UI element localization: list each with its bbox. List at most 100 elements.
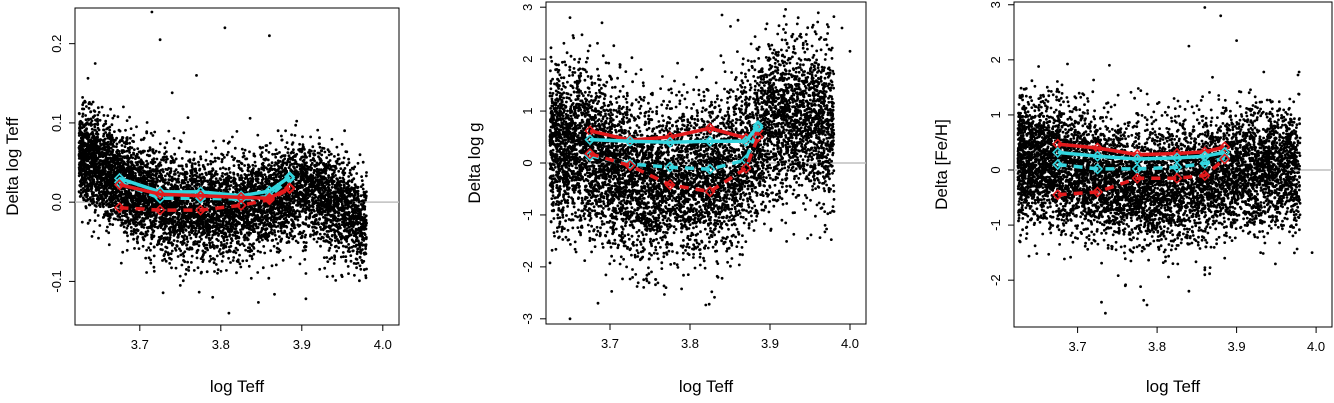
scatter-point [294,239,298,243]
scatter-point [342,183,346,187]
scatter-point [258,222,262,226]
scatter-point [122,192,126,196]
scatter-point [133,247,136,250]
scatter-point [273,233,277,237]
scatter-point [94,118,97,122]
scatter-point [90,127,94,131]
scatter-point [318,136,321,140]
scatter-point [182,131,186,135]
scatter-point [225,153,229,157]
scatter-point [323,232,326,236]
scatter-point [289,227,293,231]
scatter-point [278,175,282,178]
scatter-point [336,206,340,210]
scatter-point [162,170,165,174]
scatter-point [259,153,263,157]
scatter-point [250,257,254,261]
scatter-point [209,257,213,261]
scatter-point [360,179,364,183]
scatter-point [261,238,264,242]
scatter-point [230,155,234,159]
scatter-point [349,254,353,257]
scatter-point [182,254,186,258]
scatter-point [136,160,140,164]
scatter-point [83,193,87,197]
scatter-point [339,255,343,259]
scatter-point [182,238,186,242]
scatter-point [343,129,346,133]
scatter-point [199,157,203,161]
scatter-point [360,175,363,179]
scatter-point [304,241,308,245]
scatter-point [182,259,185,262]
scatter-point [312,233,315,237]
scatter-point [229,244,233,248]
scatter-point [215,254,219,258]
scatter-point [324,213,327,217]
scatter-point [211,167,215,171]
scatter-point [256,237,260,241]
scatter-point [181,279,185,283]
scatter-point [329,243,333,247]
scatter-point [238,262,242,266]
scatter-point [232,256,236,259]
scatter-point [353,183,357,187]
scatter-point [122,231,126,234]
scatter-point [347,243,350,246]
scatter-point [294,210,297,214]
scatter-point [105,133,109,137]
scatter-point [118,212,122,216]
scatter-point [273,292,276,296]
scatter-point [304,233,307,237]
scatter-point [325,156,329,160]
scatter-point [284,216,288,220]
scatter-point [174,248,178,252]
scatter-point [119,261,123,265]
scatter-point [216,271,219,275]
scatter-point [359,203,363,206]
scatter-point [214,177,218,181]
scatter-point [262,207,266,210]
scatter-point [200,232,204,236]
scatter-point [355,266,358,270]
scatter-point [146,162,150,166]
scatter-point [181,252,185,256]
scatter-point [145,248,149,252]
scatter-point [124,128,127,132]
scatter-point [89,187,93,191]
scatter-point [243,148,247,152]
scatter-point [219,178,223,182]
scatter-point [355,258,359,261]
scatter-point [285,169,289,173]
scatter-point [239,265,243,269]
scatter-point [315,240,319,244]
scatter-point [175,180,179,184]
scatter-point [336,153,340,157]
scatter-point [334,279,338,282]
scatter-point [315,170,319,174]
scatter-point [90,198,94,202]
scatter-point [264,148,268,152]
scatter-point [272,211,276,214]
scatter-point [341,251,345,254]
scatter-point [364,245,368,248]
scatter-point [226,141,230,145]
scatter-point [327,249,331,252]
scatter-point [107,192,110,195]
scatter-point [186,260,190,264]
scatter-point [174,266,178,270]
scatter-point [208,259,212,263]
scatter-point [165,150,168,154]
scatter-point [274,217,278,221]
scatter-point [298,142,301,146]
scatter-point [119,224,123,227]
scatter-point [106,140,110,144]
scatter-point [97,110,101,114]
scatter-point [341,180,344,184]
scatter-point [304,211,308,215]
scatter-point [298,200,302,204]
scatter-point [260,151,264,154]
scatter-point [189,179,193,183]
scatter-point [148,166,152,170]
